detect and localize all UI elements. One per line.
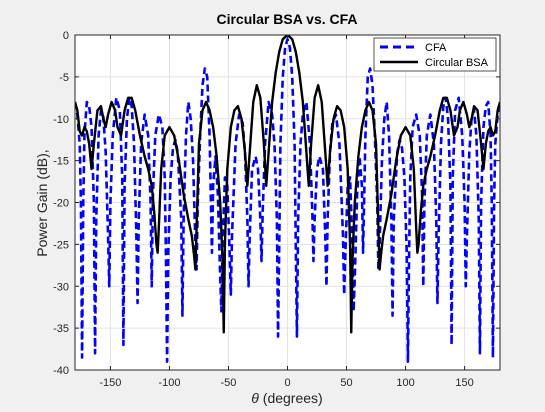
x-axis-label-symbol: θ [251,390,259,406]
series-line-circular-bsa [75,35,500,334]
tick-labels: -150 -100 -50 0 50 100 150 0 -5 -10 -15 -20 -25 -30 -3… [53,30,474,389]
legend-cfa-label: CFA [425,42,447,54]
y-tick-label: -10 [53,114,69,126]
y-tick-label: -30 [53,281,69,293]
x-tick-label: -50 [221,377,237,389]
y-axis-label: Power Gain (dB), [34,149,50,256]
x-tick-label: 0 [284,377,290,389]
y-tick-label: -25 [53,239,69,251]
y-tick-label: -20 [53,198,69,210]
series-layer [75,35,500,363]
x-axis-label-text: (degrees) [259,390,323,406]
x-tick-label: 100 [396,377,414,389]
y-tick-label: 0 [63,30,69,42]
x-tick-label: 50 [340,377,352,389]
x-tick-label: -150 [99,377,121,389]
x-tick-label: 150 [455,377,473,389]
legend-box [373,37,497,72]
chart-title: Circular BSA vs. CFA [216,11,357,27]
legend: CFA Circular BSA [373,37,497,72]
ticks [75,34,500,371]
y-tick-label: -40 [53,365,69,377]
legend-bsa-label: Circular BSA [425,57,489,69]
y-tick-label: -5 [59,72,69,84]
x-axis-label: θ (degrees) [251,390,322,406]
x-tick-label: -100 [158,377,180,389]
y-tick-label: -15 [53,156,69,168]
series-line-cfa [75,37,500,363]
y-tick-label: -35 [53,323,69,335]
